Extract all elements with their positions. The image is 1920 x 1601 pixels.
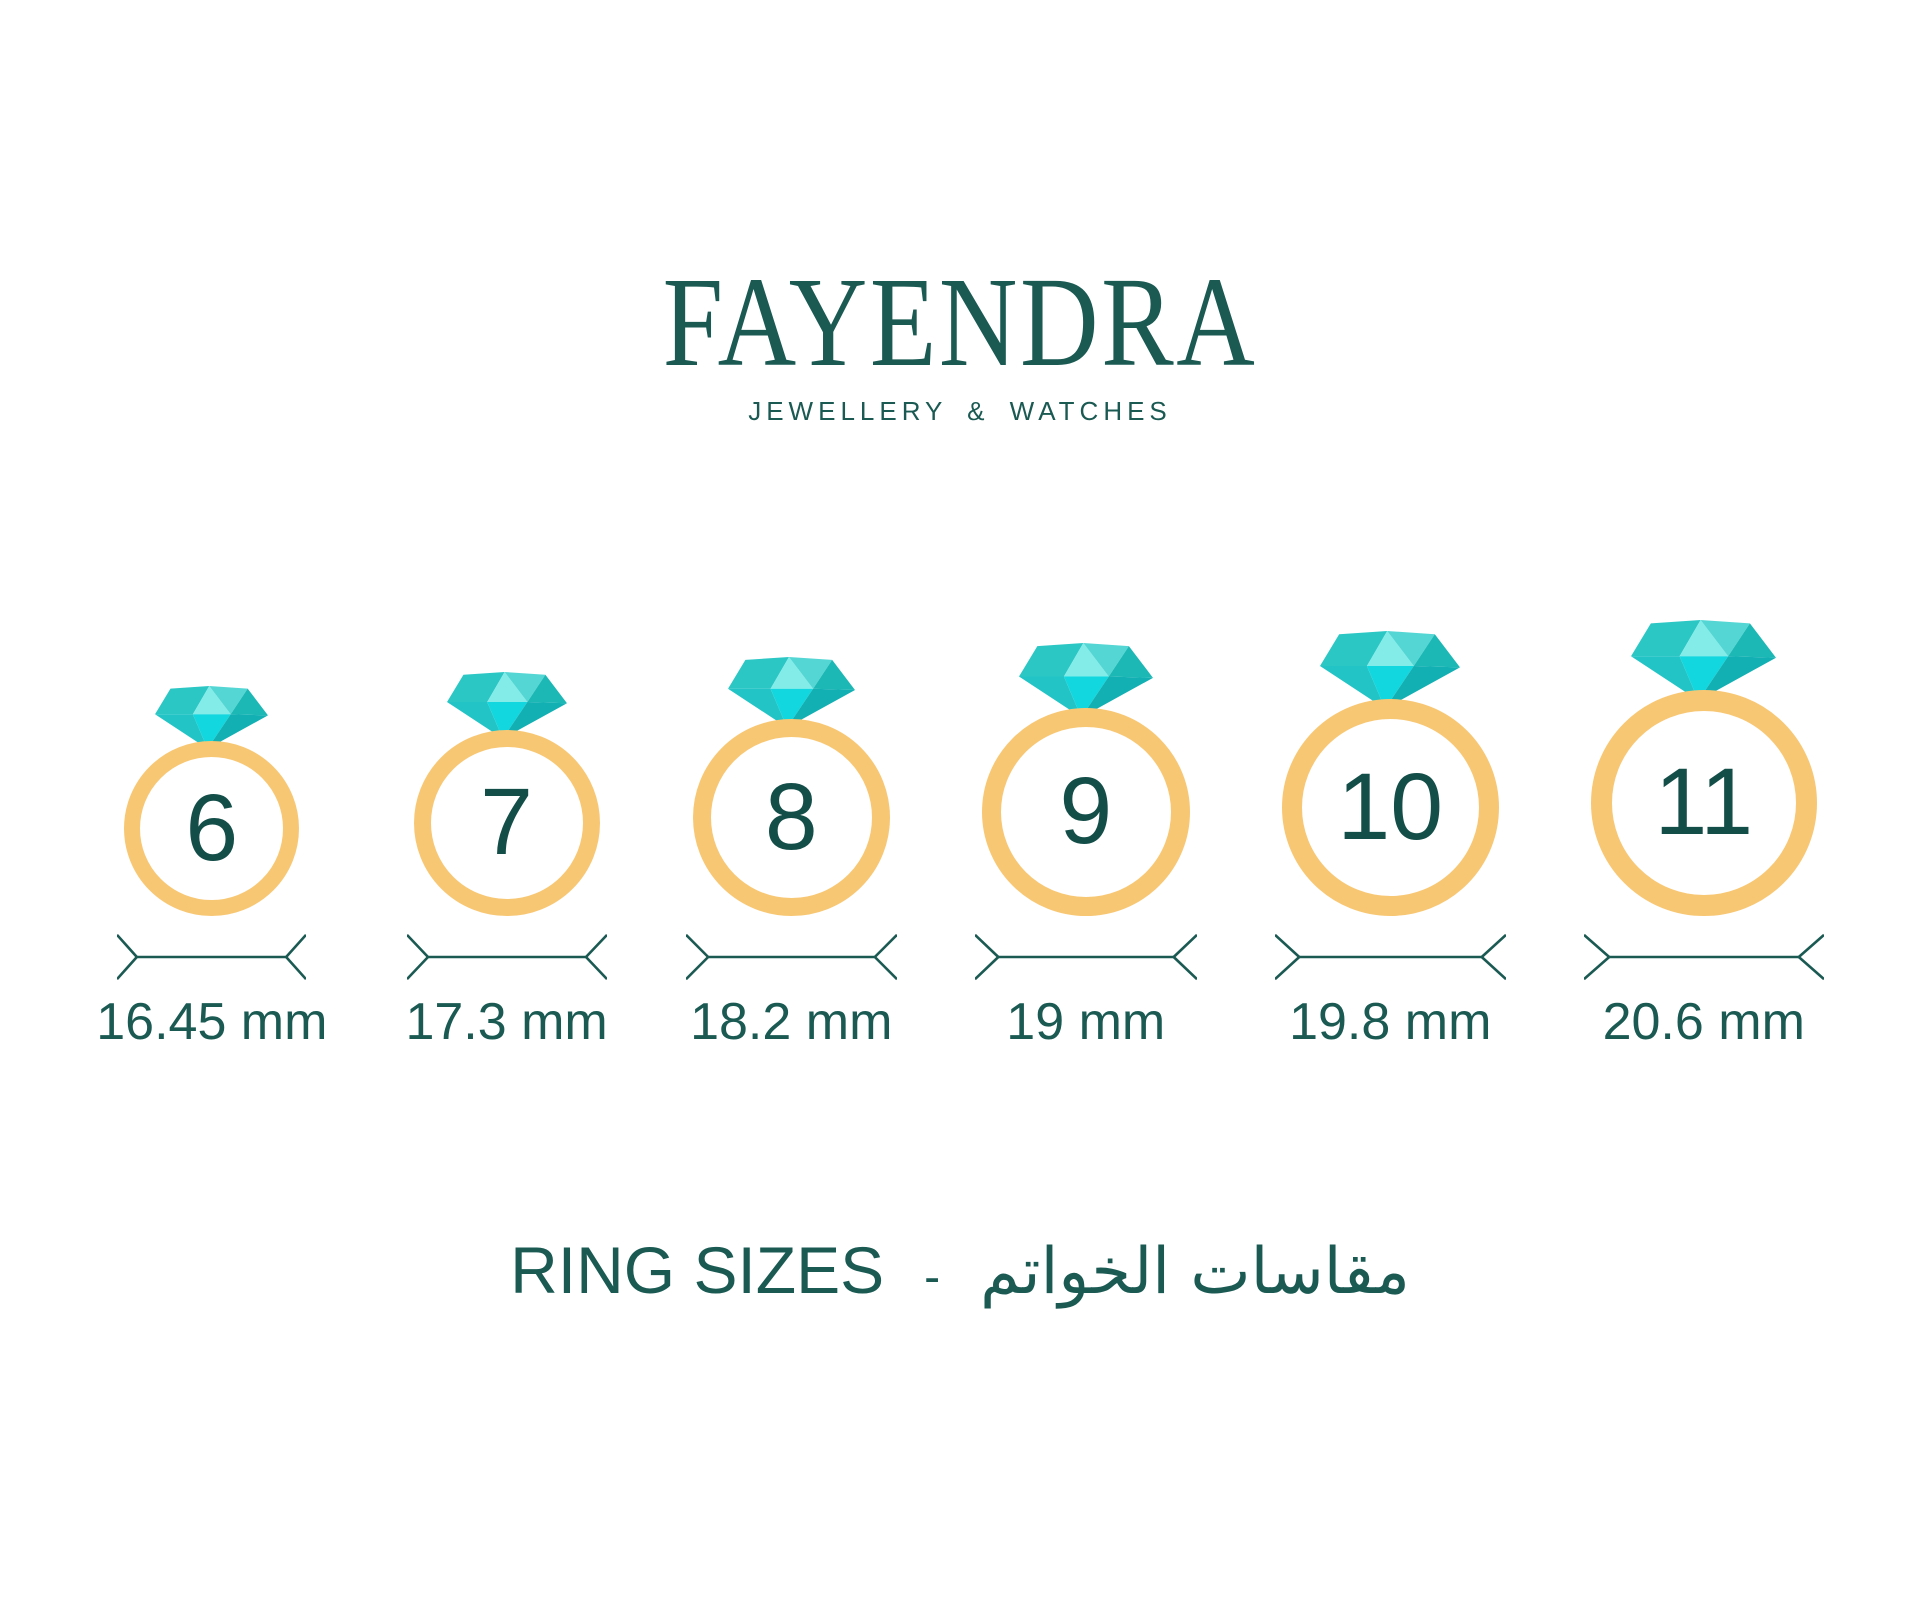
ring-size-6: 6 16.45 mm [96,686,327,1052]
ring-size-number: 10 [1337,753,1444,860]
ring-size-chart: 6 16.45 mm 7 17.3 mm [0,620,1920,1052]
diameter-label: 19.8 mm [1289,992,1492,1051]
title-separator: - [924,1251,941,1305]
diamond-icon [1631,620,1777,701]
diameter-label: 17.3 mm [405,992,608,1051]
ring-size-number: 11 [1654,749,1754,856]
ring-size-7: 7 17.3 mm [405,671,608,1053]
diamond-icon [1320,631,1461,709]
brand-header: FAYENDRA JEWELLERY & WATCHES [0,0,1920,427]
diamond-icon [727,657,855,728]
diamond-icon [1018,643,1153,718]
diameter-dimension-line [407,933,607,981]
ring-band: 9 [981,707,1190,916]
ring-band: 7 [413,729,600,916]
ring-band: 11 [1590,689,1817,916]
diameter-label: 16.45 mm [96,992,328,1051]
diameter-dimension-line [1584,933,1824,981]
diamond-icon [155,686,269,749]
page-title: RING SIZES - مقاسات الخواتم [0,1232,1920,1309]
ring-size-11: 11 20.6 mm [1584,620,1824,1052]
ring-size-number: 8 [764,763,818,870]
ring-size-number: 7 [480,769,534,876]
brand-tagline: JEWELLERY & WATCHES [748,396,1172,426]
title-arabic: مقاسات الخواتم [980,1235,1410,1310]
diameter-label: 18.2 mm [690,992,893,1051]
diameter-dimension-line [975,933,1197,981]
ring-size-9: 9 19 mm [975,643,1197,1052]
diameter-dimension-line [1275,933,1506,981]
diameter-label: 19 mm [1006,992,1166,1051]
ring-band: 8 [692,718,890,916]
ring-size-10: 10 19.8 mm [1275,631,1506,1052]
ring-size-number: 9 [1059,758,1113,865]
diameter-dimension-line [686,933,897,981]
diameter-label: 20.6 mm [1602,992,1805,1051]
brand-logo-text: FAYENDRA [662,251,1258,393]
ring-band: 10 [1281,698,1499,916]
ring-size-number: 6 [185,774,239,881]
title-english: RING SIZES [510,1233,885,1308]
diamond-icon [446,671,567,739]
ring-band: 6 [124,740,300,916]
ring-size-8: 8 18.2 mm [686,657,897,1052]
diameter-dimension-line [117,933,306,981]
